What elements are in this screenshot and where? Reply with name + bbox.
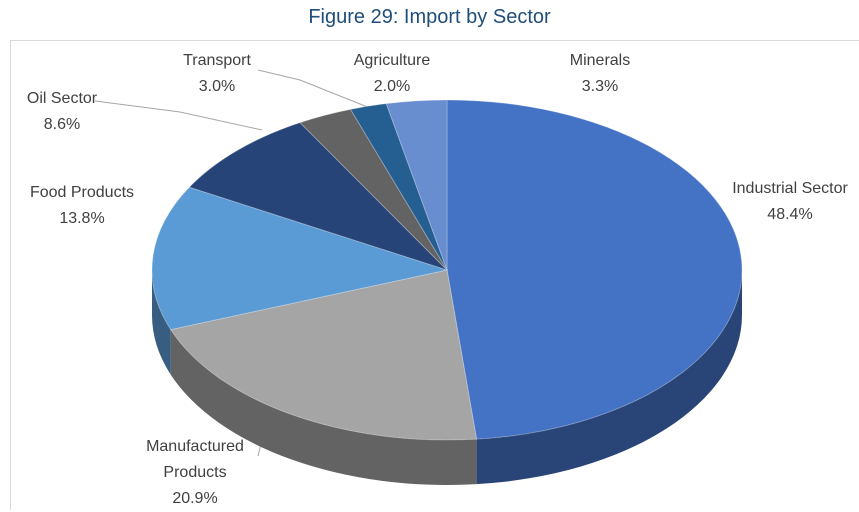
label-name: Oil Sector <box>27 86 97 112</box>
label-value: 2.0% <box>354 74 430 100</box>
leader-line <box>95 101 262 130</box>
label-value: 48.4% <box>732 202 848 228</box>
label-value: 3.3% <box>570 74 630 100</box>
label-value: 8.6% <box>27 112 97 138</box>
label-name: Agriculture <box>354 48 430 74</box>
label-value: 13.8% <box>30 206 134 232</box>
label-value: 3.0% <box>183 74 251 100</box>
label-name: Food Products <box>30 180 134 206</box>
label-name: Industrial Sector <box>732 176 848 202</box>
label-value: 20.9% <box>130 486 260 512</box>
label-name: Manufactured Products <box>130 434 260 486</box>
label-name: Minerals <box>570 48 630 74</box>
label-name: Transport <box>183 48 251 74</box>
